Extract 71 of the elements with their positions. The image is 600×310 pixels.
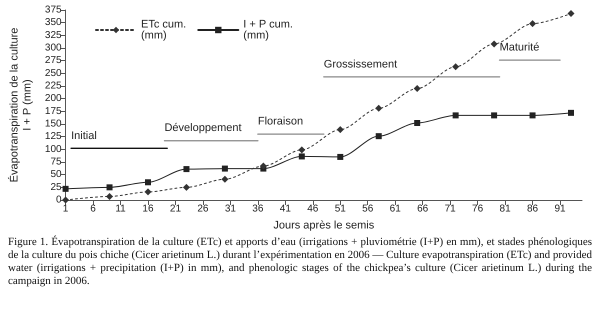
point [183, 166, 190, 172]
point [336, 126, 344, 134]
x-tick-label: 26 [197, 204, 209, 214]
point [337, 154, 344, 160]
point [491, 112, 498, 118]
x-tick-label: 11 [115, 204, 126, 214]
x-tick-label: 86 [526, 204, 539, 214]
x-tick-label: 66 [417, 204, 429, 214]
y-tick-label: 50 [50, 169, 62, 180]
x-tick-label: 61 [390, 204, 402, 214]
series-label: Initial [71, 130, 97, 142]
point [298, 146, 306, 154]
point [375, 104, 382, 112]
point [298, 153, 305, 160]
x-tick-label: 41 [280, 204, 292, 214]
y-tick-label: 200 [44, 93, 62, 104]
x-tick-label: 21 [170, 204, 182, 214]
y-tick-label: 225 [44, 80, 62, 92]
point [144, 179, 151, 186]
point [530, 112, 536, 118]
series-label: Développement [164, 122, 242, 134]
y-tick-label: 0 [56, 194, 62, 206]
legend-label: I + P cum. (mm) [243, 18, 296, 42]
y-tick-label: 150 [44, 118, 62, 130]
point [144, 188, 152, 196]
y-tick-label: 250 [44, 68, 62, 79]
series-label: Grossissement [324, 58, 398, 70]
point [260, 162, 267, 170]
x-tick-label: 31 [224, 204, 236, 214]
x-axis-title: Jours après le semis [273, 220, 375, 232]
y-tick-label: 325 [44, 30, 62, 41]
legend-label: ETc cum. (mm) [141, 18, 190, 42]
series-label: Maturité [500, 42, 540, 54]
y-tick-label: 100 [44, 144, 62, 155]
x-tick-label: 56 [362, 204, 374, 214]
x-tick-label: 6 [90, 204, 96, 214]
y-tick-label: 375 [44, 4, 62, 16]
y-tick-label: 300 [44, 42, 62, 54]
point [222, 166, 228, 172]
x-tick-label: 36 [252, 204, 264, 214]
point [568, 10, 575, 18]
point [182, 184, 190, 191]
y-tick-label: 175 [44, 106, 62, 117]
point [529, 20, 536, 28]
y-tick-label: 125 [44, 131, 62, 142]
x-tick-label: 16 [142, 204, 154, 214]
point [568, 110, 574, 116]
x-tick-label: 46 [307, 204, 319, 214]
x-tick-label: 1 [62, 204, 69, 214]
point [106, 184, 113, 190]
point [62, 186, 69, 192]
point [490, 40, 498, 48]
y-tick-label: 75 [50, 156, 62, 168]
caption: Figure 1. Évapotranspiration de la culture (ETc) et apports d’eau (irrigations + pluviométrie (I+P) en mm), et stades phénologiques de la culture du pois chiche (Cicer arietinum L.) durant l’expérimentation en 2006 — Culture evapotranspiration (ETc) and provided water (irrigations + precipitation (I+P) in mm), and phenologic stages of the chickpea’s culture (Cicer arietinum L.) during the campaign in 2006. [8, 236, 592, 288]
point [452, 112, 459, 118]
point [376, 133, 382, 140]
y-tick-label: 275 [44, 55, 62, 66]
x-tick-label: 81 [500, 204, 512, 214]
series-label: Floraison [258, 116, 304, 128]
y-tick-label: 350 [44, 17, 62, 28]
x-tick-label: 76 [472, 204, 484, 214]
x-tick-label: 71 [444, 204, 456, 214]
point [106, 192, 114, 200]
x-tick-label: 91 [554, 204, 566, 214]
y-axis-title: Évapotranspiration de la culture I + P (mm) [8, 28, 34, 182]
point [452, 63, 460, 70]
y-tick-label: 25 [50, 182, 62, 193]
point [414, 120, 420, 126]
point [221, 176, 228, 183]
x-tick-label: 51 [334, 204, 346, 214]
point [414, 85, 421, 92]
